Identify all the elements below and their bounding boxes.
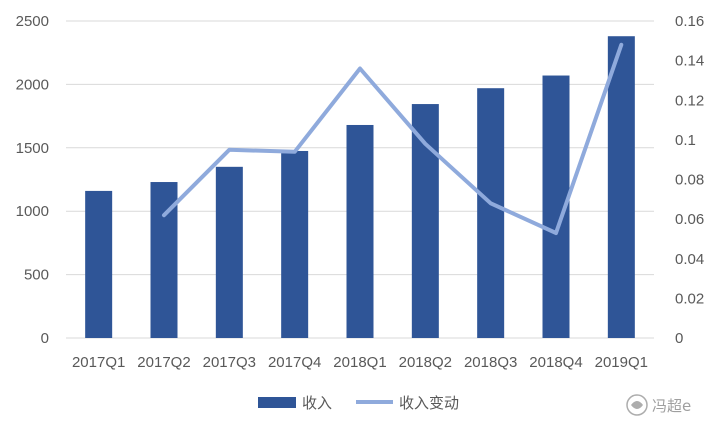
legend: 收入 收入变动 [258,394,459,412]
revenue-bar [477,88,505,338]
revenue-bar [281,150,309,338]
left-tick-label: 2000 [16,76,49,93]
left-tick-label: 1000 [16,203,49,220]
revenue-change-line-layer [162,42,624,235]
legend-line-label: 收入变动 [399,394,459,412]
right-tick-label: 0.14 [675,53,704,70]
watermark-logo-mark [631,401,643,409]
right-tick-label: 0 [675,330,683,347]
left-tick-label: 500 [24,267,49,284]
right-tick-label: 0.1 [675,132,696,149]
x-tick-label: 2018Q1 [333,354,386,371]
x-tick-label: 2019Q1 [595,354,648,371]
left-tick-label: 0 [41,330,49,347]
watermark-logo-icon [626,394,648,416]
right-tick-label: 0.12 [675,92,704,109]
right-axis-ticks: 0 0.02 0.04 0.06 0.08 0.1 0.12 0.14 0.16 [675,13,704,347]
revenue-bar [215,166,243,338]
x-tick-label: 2017Q4 [268,354,321,371]
x-tick-label: 2017Q2 [137,354,190,371]
x-tick-label: 2018Q3 [464,354,517,371]
watermark-text: 冯超e [652,397,691,415]
revenue-bar [607,36,635,338]
right-tick-label: 0.06 [675,211,704,228]
revenue-bar [346,124,374,338]
revenue-bar [411,104,439,338]
left-tick-label: 2500 [16,13,49,30]
x-axis-ticks: 2017Q1 2017Q2 2017Q3 2017Q4 2018Q1 2018Q2 2018… [72,354,648,371]
x-tick-label: 2017Q1 [72,354,125,371]
revenue-bar [85,190,113,338]
left-axis-ticks: 0 500 1000 1500 2000 2500 [16,13,49,347]
right-tick-label: 0.16 [675,13,704,30]
revenue-change-line [162,42,624,235]
right-tick-label: 0.08 [675,172,704,189]
legend-bar-label: 收入 [302,394,332,412]
x-tick-label: 2017Q3 [203,354,256,371]
x-tick-label: 2018Q2 [399,354,452,371]
right-tick-label: 0.02 [675,290,704,307]
watermark: 冯超e [626,394,691,416]
legend-bar-swatch [258,397,296,408]
right-tick-label: 0.04 [675,251,704,268]
left-tick-label: 1500 [16,140,49,157]
x-tick-label: 2018Q4 [529,354,582,371]
revenue-bars [85,36,635,339]
